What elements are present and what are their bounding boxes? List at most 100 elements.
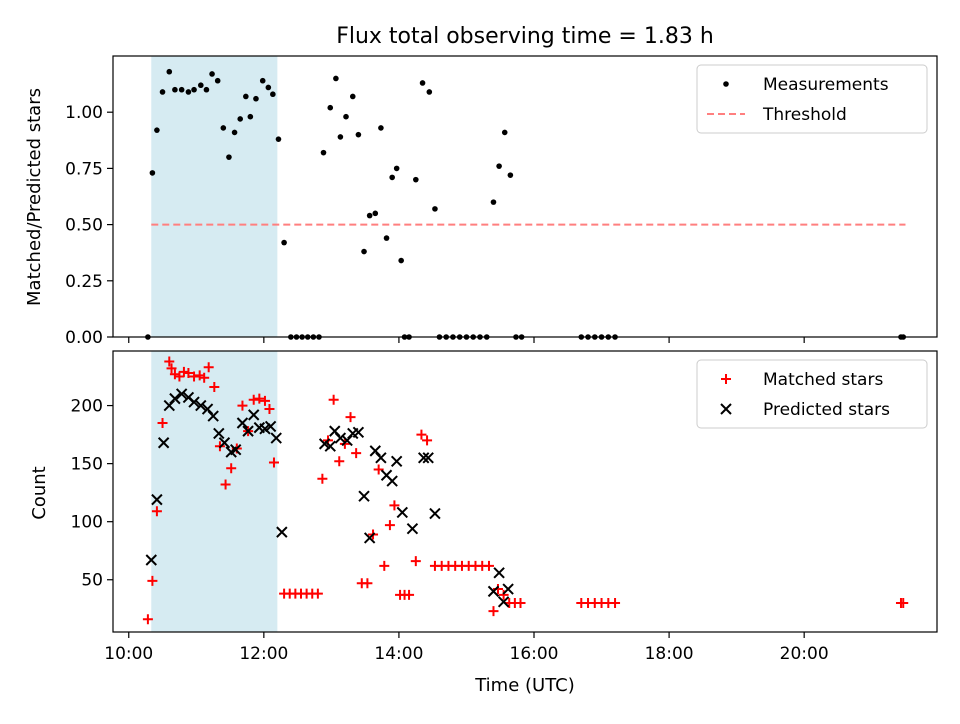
measurement-point — [209, 71, 215, 77]
predicted-stars-point — [406, 522, 419, 535]
matched-stars-point — [203, 362, 214, 373]
legend-frame — [696, 64, 928, 134]
measurement-point — [259, 77, 266, 84]
measurement-point — [154, 127, 160, 133]
measurement-point — [265, 84, 272, 91]
matched-stars-point — [178, 366, 189, 377]
top-y-axis-label: Matched/Predicted stars — [24, 88, 45, 306]
matched-stars-point — [183, 368, 194, 379]
predicted-stars-point — [175, 388, 188, 400]
matched-stars-point — [422, 435, 433, 446]
matched-stars-point — [237, 400, 248, 411]
predicted-stars-point — [352, 426, 365, 438]
bottom-axes-frame — [112, 350, 938, 633]
matched-stars-point — [362, 578, 373, 589]
x-tick-label: 10:00 — [104, 644, 153, 664]
matched-stars-point — [189, 371, 200, 382]
measurement-point — [275, 136, 282, 142]
predicted-stars-point — [324, 440, 336, 452]
matched-stars-point — [389, 500, 400, 511]
top-y-tick-label: 0.25 — [65, 272, 103, 292]
matched-stars-point — [268, 457, 279, 468]
top-legend: Measurements Threshold — [696, 64, 928, 134]
measurement-point — [496, 163, 502, 169]
predicted-stars-point — [169, 392, 181, 405]
measurement-point — [372, 210, 379, 217]
matched-stars-point — [164, 356, 175, 367]
measurement-point — [203, 86, 210, 93]
matched-stars-point — [345, 412, 356, 423]
predicted-stars-point — [270, 432, 282, 444]
measurement-point — [366, 212, 373, 219]
matched-stars-point — [166, 363, 177, 374]
measurement-point — [237, 116, 244, 122]
bottom-legend: Matched stars Predicted stars — [696, 359, 928, 429]
matched-stars-point — [488, 606, 499, 617]
top-y-tick-label: 0.75 — [65, 159, 103, 179]
measurement-point — [507, 172, 514, 178]
measurement-point — [349, 93, 356, 100]
measurement-point — [191, 86, 197, 93]
predicted-stars-point — [386, 475, 398, 487]
matched-stars-point — [610, 597, 621, 608]
predicted-stars-point — [229, 443, 242, 456]
measurement-point — [337, 134, 344, 140]
top-y-tick-label: 0.00 — [65, 328, 103, 348]
matched-stars-point — [404, 589, 415, 600]
measurement-point — [166, 68, 173, 75]
measurement-point — [389, 174, 395, 181]
matched-stars-point — [254, 393, 265, 404]
matched-stars-point — [259, 395, 270, 406]
measurement-point — [432, 206, 438, 212]
measurement-point — [490, 199, 497, 205]
matched-stars-point — [351, 448, 362, 459]
measurement-point — [185, 89, 192, 95]
matched-stars-point — [142, 614, 153, 625]
measurement-point — [320, 149, 327, 156]
matched-stars-point — [312, 588, 323, 599]
measurement-point — [378, 125, 384, 131]
measurement-point — [172, 86, 178, 93]
measurement-point — [393, 165, 400, 172]
top-y-tick-label: 1.00 — [65, 103, 103, 123]
measurement-point — [333, 75, 339, 82]
predicted-stars-point — [396, 506, 409, 519]
x-tick-label: 20:00 — [780, 644, 829, 664]
matched-stars-point — [264, 404, 275, 415]
measurement-point — [419, 80, 426, 86]
bottom-y-tick-label: 150 — [71, 455, 103, 475]
matched-stars-point — [498, 589, 509, 600]
predicted-stars-point — [264, 420, 277, 433]
x-axis-label: Time (UTC) — [474, 675, 575, 696]
top-shaded-interval — [151, 56, 278, 337]
predicted-stars-point — [218, 437, 231, 449]
matched-stars-point — [416, 429, 427, 440]
predicted-stars-point — [390, 455, 403, 468]
legend-label: Predicted stars — [763, 400, 890, 420]
matched-stars-point — [226, 463, 237, 474]
bottom-y-axis-label: Count — [29, 466, 50, 519]
measurement-point — [361, 248, 367, 255]
measurement-point — [426, 89, 433, 95]
legend-matched-swatch — [721, 374, 731, 384]
legend-label: Threshold — [762, 105, 847, 125]
chart-title: Flux total observing time = 1.83 h — [336, 24, 714, 49]
matched-stars-point — [220, 479, 231, 490]
measurement-point — [501, 129, 508, 136]
measurement-point — [398, 257, 404, 264]
matched-stars-point — [483, 560, 494, 571]
matched-stars-point — [209, 381, 220, 392]
matched-stars-point — [898, 597, 909, 608]
predicted-stars-point — [502, 583, 514, 595]
legend-frame — [696, 359, 928, 429]
bottom-series-1 — [145, 388, 514, 608]
x-tick-label: 18:00 — [645, 644, 694, 664]
measurement-point — [149, 170, 156, 176]
predicted-stars-point — [157, 437, 170, 449]
matched-stars-point — [410, 556, 421, 567]
predicted-stars-point — [422, 452, 434, 464]
measurement-point — [159, 89, 166, 95]
matched-stars-point — [384, 520, 395, 531]
